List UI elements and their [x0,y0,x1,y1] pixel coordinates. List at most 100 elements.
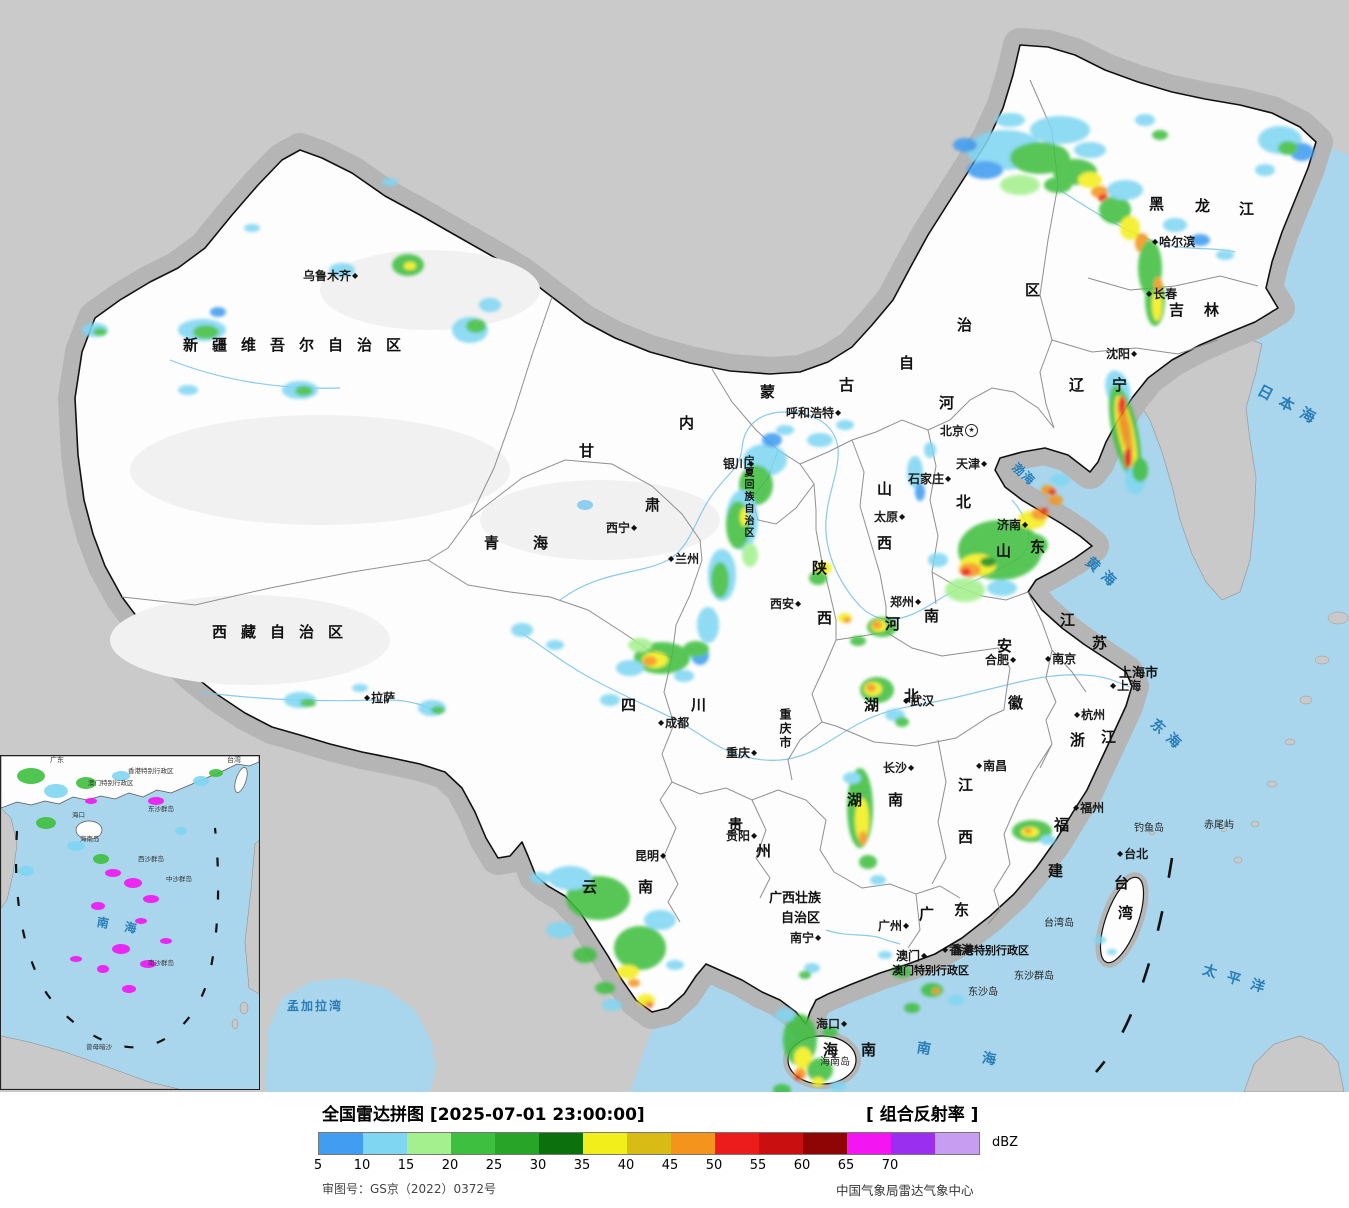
radar-echo [76,777,96,789]
radar-echo [614,926,666,970]
radar-echo [870,875,886,885]
dbz-tick: 65 [837,1158,855,1173]
radar-echo [775,1008,795,1022]
radar-echo [135,918,147,924]
luzon-island [1243,1035,1345,1092]
colorbar-segment [539,1133,583,1154]
radar-echo [666,960,684,970]
radar-echo [466,319,486,333]
radar-echo [683,641,709,657]
radar-echo [112,771,130,781]
radar-echo [105,869,121,877]
radar-echo [980,557,996,567]
dbz-tick: 30 [529,1158,547,1173]
approval-number: 审图号：GS京（2022）0372号 [322,1182,496,1196]
dbz-tick: 40 [617,1158,635,1173]
dbz-tick-labels: 5 10 15 20 25 30 35 40 45 50 55 60 65 70 [314,1158,978,1174]
radar-echo [67,841,85,851]
radar-echo [674,670,694,682]
radar-echo [859,831,867,845]
radar-echo [382,178,398,186]
radar-echo [17,768,45,784]
radar-echo [124,878,142,888]
terrain-shading [110,250,720,685]
radar-echo [70,956,82,962]
colorbar-segment [935,1133,979,1154]
radar-echo [648,1004,652,1008]
radar-echo [1050,474,1070,486]
dbz-tick: 55 [749,1158,767,1173]
south-china-sea-inset [0,755,260,1090]
radar-echo [830,1081,846,1091]
radar-echo [1216,250,1234,260]
legend-panel: 全国雷达拼图 [2025-07-01 23:00:00] [ 组合反射率 ] d… [0,1092,1349,1208]
radar-echo [945,578,985,602]
radar-echo [773,1084,791,1092]
radar-echo [1074,142,1106,158]
colorbar-segment [803,1133,847,1154]
inset-hainan [75,820,103,840]
radar-echo [726,501,750,549]
radar-echo [859,855,877,869]
radar-echo [1040,835,1056,845]
radar-echo [995,113,1025,127]
inset-canvas [1,756,259,1089]
radar-echo [193,776,209,786]
dbz-tick: 15 [397,1158,415,1173]
radar-echo [160,938,172,944]
radar-echo [967,161,1003,179]
inset-taiwan [234,767,248,793]
china-map-canvas [0,0,1349,1092]
radar-echo [1135,114,1155,126]
radar-echo [44,784,68,798]
radar-echo [928,553,948,567]
radar-echo [1278,141,1298,155]
radar-echo [1094,936,1106,944]
radar-echo [1152,130,1168,140]
radar-echo [895,717,909,727]
radar-echo [1000,175,1040,195]
colorbar-segment [363,1133,407,1154]
radar-echo [1030,116,1090,144]
radar-echo [697,607,719,643]
radar-echo [816,562,832,574]
radar-echo [843,772,861,784]
colorbar-segment [407,1133,451,1154]
radar-echo [122,985,136,993]
colorbar-segment [495,1133,539,1154]
radar-echo [140,960,156,968]
radar-echo [93,854,109,864]
colorbar-segment [847,1133,891,1154]
colorbar-segment [891,1133,935,1154]
radar-echo [776,425,794,435]
colorbar-segment [627,1133,671,1154]
inset-borneo [1,1035,180,1089]
radar-echo [143,895,159,903]
dbz-tick: 20 [441,1158,459,1173]
product-name: [ 组合反射率 ] [866,1105,979,1125]
radar-echo [295,386,313,396]
radar-echo [1132,458,1148,482]
radar-echo [1024,828,1032,834]
radar-echo [602,999,622,1011]
radar-echo [948,995,964,1005]
radar-echo [807,1058,833,1082]
radar-echo [1049,495,1063,505]
radar-echo [595,982,615,994]
radar-echo [193,325,219,339]
radar-echo [1107,949,1117,955]
radar-echo [1163,218,1187,232]
radar-echo [85,798,97,804]
radar-echo [1044,177,1072,193]
radar-echo [91,902,105,910]
radar-echo [616,660,644,676]
radar-echo [352,684,368,692]
radar-echo [209,769,223,777]
radar-echo [932,988,940,994]
radar-echo [915,483,925,501]
radar-echo [1099,196,1131,224]
radar-echo [822,1027,838,1037]
radar-echo [1154,277,1162,293]
radar-echo [762,433,782,447]
inset-vietnam [1,807,18,909]
